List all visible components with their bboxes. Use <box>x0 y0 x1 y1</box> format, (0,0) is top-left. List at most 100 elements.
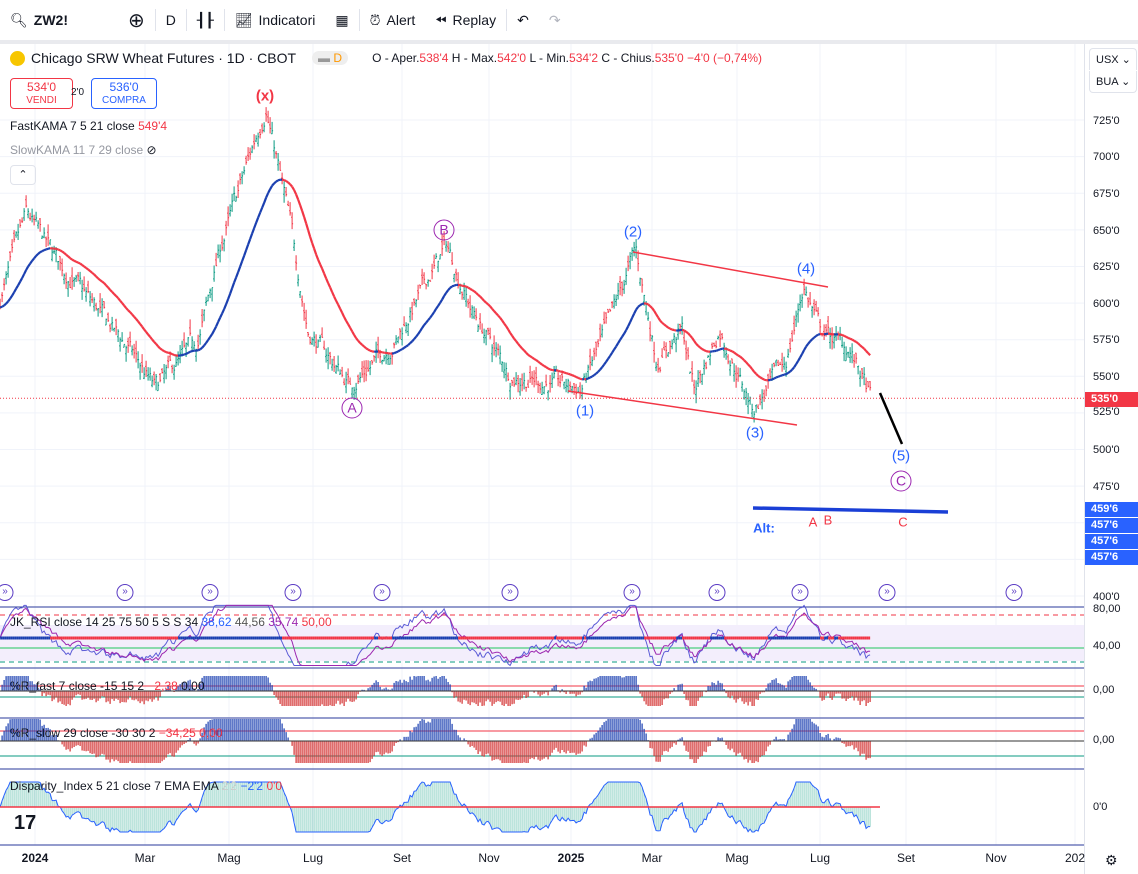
alert-button[interactable]: ⏰︎ Alert <box>369 11 416 29</box>
chart-type-button[interactable]: ┨┠ <box>187 0 224 40</box>
wave-label-1: (1) <box>575 402 595 420</box>
kama-line-segment <box>757 375 761 379</box>
kama-line-segment <box>853 339 857 343</box>
replay-marker-icon[interactable]: » <box>1005 584 1023 601</box>
rewind-icon: ⏪︎ <box>435 11 447 28</box>
kama-line-segment <box>419 327 424 332</box>
interval-button[interactable]: D <box>165 12 176 28</box>
collapse-legend-button[interactable]: ⌃ <box>10 165 36 185</box>
kama-line-segment <box>639 303 643 307</box>
symbol-title: Chicago SRW Wheat Futures · 1D · CBOT <box>31 50 297 66</box>
price-chart[interactable] <box>0 0 1084 874</box>
kama-line-segment <box>379 350 383 354</box>
kama-line-segment <box>295 194 300 200</box>
currency-dropdown[interactable]: USX ⌄ <box>1089 48 1137 70</box>
kama-line-segment <box>473 290 477 294</box>
kama-line-segment <box>737 354 741 358</box>
indicators-button[interactable]: 📈︎ Indicatori <box>234 11 316 29</box>
kama-line-segment <box>557 369 561 373</box>
price-tag: 457'6 <box>1085 550 1138 565</box>
kama-line-segment <box>153 341 157 345</box>
kama-line-segment <box>267 188 272 194</box>
kama-line-segment <box>521 347 525 352</box>
kama-line-segment <box>715 349 719 352</box>
replay-marker-icon[interactable]: » <box>791 584 809 601</box>
kama-line-segment <box>211 329 216 335</box>
price-axis-label: 700'0 <box>1093 151 1120 163</box>
rsi-legend[interactable]: JK_RSI close 14 25 75 50 5 S S 34 38,62 … <box>10 615 332 629</box>
kama-line-segment <box>579 377 583 381</box>
time-axis-label: Set <box>392 851 412 865</box>
tradingview-logo[interactable]: 17 <box>14 812 37 834</box>
kama-line-segment <box>415 333 420 338</box>
replay-marker-icon[interactable]: » <box>878 584 896 601</box>
kama-line-segment <box>319 263 324 270</box>
kama-line-segment <box>351 330 356 336</box>
kama-line-segment <box>331 291 336 298</box>
rfast-legend[interactable]: %R_fast 7 close -15 15 2 −2,38 0,00 <box>10 679 205 693</box>
alt-target-line <box>752 506 949 514</box>
time-axis-label: Lug <box>809 851 831 865</box>
kama-line-segment <box>341 312 346 318</box>
replay-marker-icon[interactable]: » <box>373 584 391 601</box>
kama-line-segment <box>625 325 630 331</box>
unit-dropdown[interactable]: BUA ⌄ <box>1089 71 1137 93</box>
replay-marker-icon[interactable]: » <box>501 584 519 601</box>
buy-button[interactable]: 536'0 COMPRA <box>91 78 157 109</box>
time-axis-label: 202 <box>1064 851 1086 865</box>
slowkama-legend[interactable]: SlowKAMA 11 7 29 close ⊘ <box>10 143 157 157</box>
kama-line-segment <box>255 217 260 224</box>
kama-line-segment <box>209 333 214 338</box>
kama-line-segment <box>73 259 77 263</box>
undo-button[interactable]: ↶ <box>507 0 539 40</box>
disparity-line <box>0 781 871 833</box>
kama-line-segment <box>333 296 338 302</box>
replay-marker-icon[interactable]: » <box>116 584 134 601</box>
kama-line-segment <box>111 291 115 295</box>
replay-marker-icon[interactable]: » <box>201 584 219 601</box>
replay-marker-icon[interactable]: » <box>0 584 14 601</box>
kama-line-segment <box>443 292 448 297</box>
price-tag: 457'6 <box>1085 534 1138 549</box>
symbol-search[interactable]: 🔍︎ ZW2! <box>10 11 68 29</box>
kama-line-segment <box>67 255 71 260</box>
kama-line-segment <box>859 344 863 348</box>
rslow-legend[interactable]: %R_slow 29 close -30 30 2 −34,25 0,00 <box>10 726 223 740</box>
kama-line-segment <box>667 326 671 330</box>
kama-line-segment <box>427 317 431 321</box>
kama-line-segment <box>287 181 291 186</box>
kama-line-segment <box>607 355 612 360</box>
price-axis-label: 625'0 <box>1093 261 1120 273</box>
settings-icon[interactable]: ⚙︎ <box>1105 852 1118 868</box>
replay-button[interactable]: ⏪︎ Replay <box>435 11 497 29</box>
kama-line-segment <box>509 332 514 337</box>
compare-button[interactable]: ⊕ <box>118 0 155 40</box>
replay-marker-icon[interactable]: » <box>708 584 726 601</box>
disparity-legend[interactable]: Disparity_Index 5 21 close 7 EMA EMA 2'2… <box>10 779 283 793</box>
kama-line-segment <box>845 335 849 339</box>
fastkama-legend[interactable]: FastKAMA 7 5 21 close 549'4 <box>10 119 168 133</box>
indicators-icon: 📈︎ <box>234 11 253 28</box>
kama-line-segment <box>753 371 757 375</box>
kama-line-segment <box>847 336 851 340</box>
kama-line-segment <box>593 372 597 376</box>
kama-line-segment <box>83 265 87 269</box>
redo-button[interactable]: ↷ <box>539 0 571 40</box>
rsi-axis-label: 40,00 <box>1093 640 1121 652</box>
kama-line-segment <box>539 362 543 366</box>
delay-badge: ▬ D <box>312 51 349 65</box>
kama-line-segment <box>283 179 287 182</box>
hidden-eye-icon[interactable]: ⊘ <box>146 143 157 157</box>
ohlc-values: O - Aper.538'4 H - Max.542'0 L - Min.534… <box>372 51 763 65</box>
kama-line-segment <box>397 349 401 353</box>
kama-line-segment <box>417 330 422 335</box>
replay-marker-icon[interactable]: » <box>284 584 302 601</box>
price-axis[interactable]: USX ⌄ BUA ⌄ 725'0 700'0 675'0 650'0 625'0 600… <box>1084 44 1138 874</box>
top-toolbar: 🔍︎ ZW2! ⊕ D ┨┠ 📈︎ Indicatori ▦ ⏰︎ Alert ⏪︎ R… <box>0 0 1138 40</box>
templates-button[interactable]: ▦ <box>325 0 358 40</box>
sell-button[interactable]: 534'0 VENDI <box>10 78 73 109</box>
replay-marker-icon[interactable]: » <box>623 584 641 601</box>
kama-line-segment <box>259 207 264 214</box>
kama-line-segment <box>403 345 407 349</box>
rsi-signal-line <box>0 604 871 666</box>
